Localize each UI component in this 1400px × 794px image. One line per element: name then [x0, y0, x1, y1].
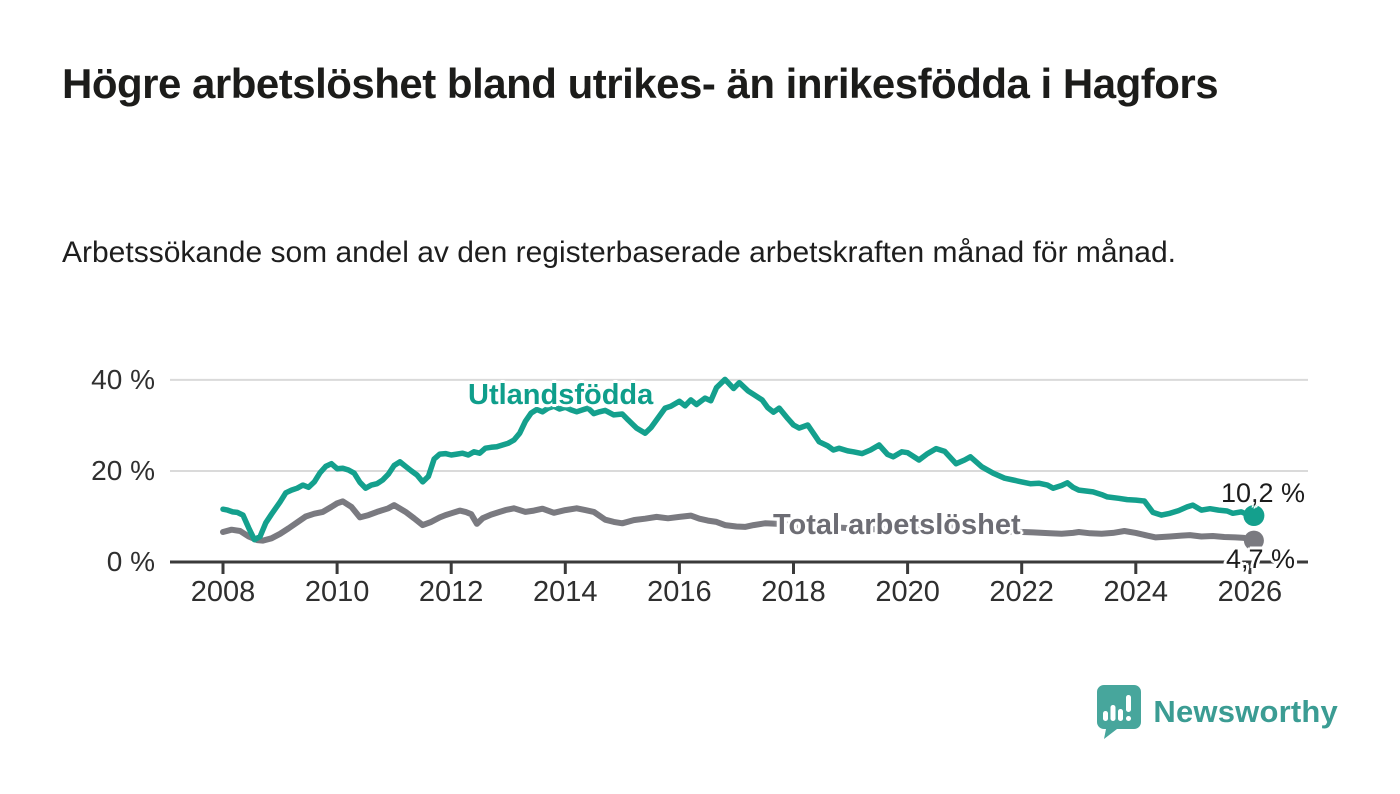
x-axis-label: 2024: [1103, 576, 1169, 608]
y-axis-label: 0 %: [106, 546, 155, 577]
x-axis-label: 2008: [190, 576, 256, 608]
newsworthy-wordmark: Newsworthy: [1153, 694, 1338, 729]
chart-subtitle: Arbetssökande som andel av den registerb…: [62, 236, 1176, 269]
x-axis-label: 2016: [647, 576, 712, 608]
series-label-utlandsfodda: Utlandsfödda: [468, 379, 654, 411]
series-line-total: [220, 498, 1253, 544]
x-axis-label: 2018: [761, 576, 826, 608]
newsworthy-branding: Newsworthy: [1091, 685, 1338, 739]
end-value-label-total: 4,7 %: [1226, 544, 1296, 574]
y-axis-label: 20 %: [91, 454, 155, 486]
newsworthy-logo-icon: [1097, 685, 1142, 739]
series-line-utlandsfodda: [220, 376, 1253, 543]
x-axis-label: 2026: [1217, 576, 1283, 608]
x-axis-label: 2020: [875, 576, 940, 608]
series-label-total-arbetsloshet: Total arbetslöshet: [773, 509, 1021, 541]
page-title: Högre arbetslöshet bland utrikes- än inr…: [62, 60, 1219, 107]
y-axis-label: 40 %: [91, 363, 155, 395]
end-value-label-utlandsfodda: 10,2 %: [1221, 478, 1306, 508]
series-end-dot-total: [1243, 530, 1264, 551]
series-end-dot-utlandsfodda: [1243, 505, 1265, 527]
x-axis-label: 2014: [533, 576, 598, 608]
x-axis-label: 2010: [304, 576, 370, 608]
x-axis-label: 2022: [989, 576, 1054, 608]
x-axis-label: 2012: [418, 576, 484, 608]
